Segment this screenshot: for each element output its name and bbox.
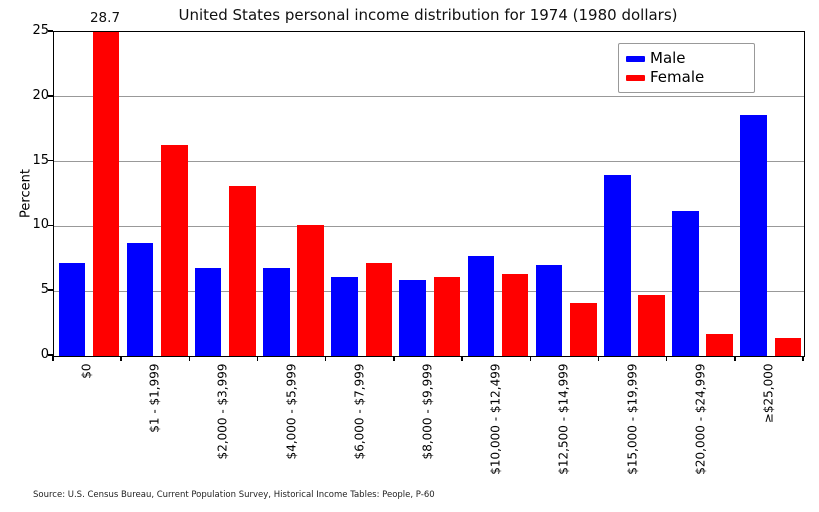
x-tick-label-5: $8,000 - $9,999 — [420, 363, 435, 460]
female-color-swatch-icon — [626, 74, 645, 81]
y-tick-mark-0 — [48, 354, 53, 356]
male-bar-6 — [467, 256, 495, 356]
female-bar-5 — [433, 276, 461, 356]
female-bar-7 — [570, 302, 597, 356]
plot-area: Male Female — [53, 31, 805, 357]
x-tick-label-2: $2,000 - $3,999 — [215, 363, 230, 460]
female-bar-6 — [501, 274, 529, 356]
chart-title: United States personal income distributi… — [178, 6, 678, 24]
y-tick-label-5: 5 — [40, 282, 49, 298]
female-bar-8 — [638, 295, 665, 356]
male-bar-3 — [263, 267, 290, 356]
male-color-swatch-icon — [626, 55, 645, 62]
female-bar-0 — [92, 32, 120, 356]
x-tick-mark-11 — [802, 356, 804, 361]
male-bar-5 — [399, 279, 426, 356]
y-tick-mark-15 — [48, 159, 53, 162]
x-tick-mark-10 — [734, 356, 736, 361]
x-tick-label-3: $4,000 - $5,999 — [284, 363, 299, 460]
male-bar-7 — [535, 265, 563, 356]
male-bar-1 — [126, 243, 154, 356]
x-tick-mark-9 — [665, 356, 668, 361]
y-tick-mark-20 — [48, 95, 53, 97]
legend-item-male: Male — [626, 49, 748, 68]
legend-item-female: Female — [626, 68, 748, 87]
x-tick-label-6: $10,000 - $12,499 — [488, 363, 503, 475]
male-bar-4 — [331, 276, 358, 356]
female-bar-9 — [706, 333, 734, 356]
y-tick-label-20: 20 — [32, 87, 49, 103]
legend: Male Female — [618, 43, 755, 93]
y-tick-label-25: 25 — [32, 23, 49, 38]
legend-label-male: Male — [650, 49, 686, 67]
female-bar-4 — [365, 262, 393, 356]
gridline-5 — [54, 290, 804, 292]
female-bar-2 — [229, 186, 256, 356]
x-tick-mark-6 — [461, 356, 463, 361]
female-bar-1 — [160, 144, 188, 356]
x-tick-label-10: ≥$25,000 — [761, 363, 776, 424]
x-tick-mark-4 — [324, 356, 327, 361]
y-axis-label: Percent — [18, 169, 34, 218]
x-tick-label-8: $15,000 - $19,999 — [625, 363, 640, 475]
y-tick-label-15: 15 — [32, 152, 49, 168]
female-bar-10 — [774, 337, 802, 356]
x-tick-mark-8 — [597, 356, 600, 361]
y-tick-mark-5 — [48, 289, 53, 291]
y-tick-label-0: 0 — [40, 347, 49, 362]
source-note: Source: U.S. Census Bureau, Current Popu… — [33, 490, 435, 500]
x-tick-mark-0 — [52, 356, 54, 361]
male-bar-2 — [194, 267, 222, 356]
x-tick-label-9: $20,000 - $24,999 — [693, 363, 708, 475]
gridline-10 — [54, 225, 804, 227]
female-bar-3 — [297, 225, 324, 356]
x-tick-mark-7 — [529, 356, 532, 361]
x-tick-label-7: $12,500 - $14,999 — [556, 363, 571, 475]
y-tick-label-10: 10 — [32, 217, 49, 233]
clipped-bar-value-annotation: 28.7 — [89, 10, 121, 26]
x-tick-mark-1 — [120, 356, 122, 361]
x-tick-mark-5 — [393, 356, 395, 361]
male-bar-10 — [740, 114, 767, 356]
x-tick-label-0: $0 — [79, 363, 94, 379]
male-bar-9 — [672, 210, 699, 356]
male-bar-0 — [58, 262, 86, 356]
legend-label-female: Female — [650, 68, 705, 86]
gridline-20 — [54, 96, 804, 98]
x-tick-label-1: $1 - $1,999 — [147, 363, 162, 433]
gridline-15 — [54, 161, 804, 163]
x-tick-mark-2 — [188, 356, 191, 361]
y-tick-mark-10 — [48, 224, 53, 227]
x-tick-mark-3 — [256, 356, 259, 361]
y-tick-mark-25 — [48, 30, 53, 32]
x-tick-label-4: $6,000 - $7,999 — [352, 363, 367, 460]
male-bar-8 — [603, 174, 631, 356]
